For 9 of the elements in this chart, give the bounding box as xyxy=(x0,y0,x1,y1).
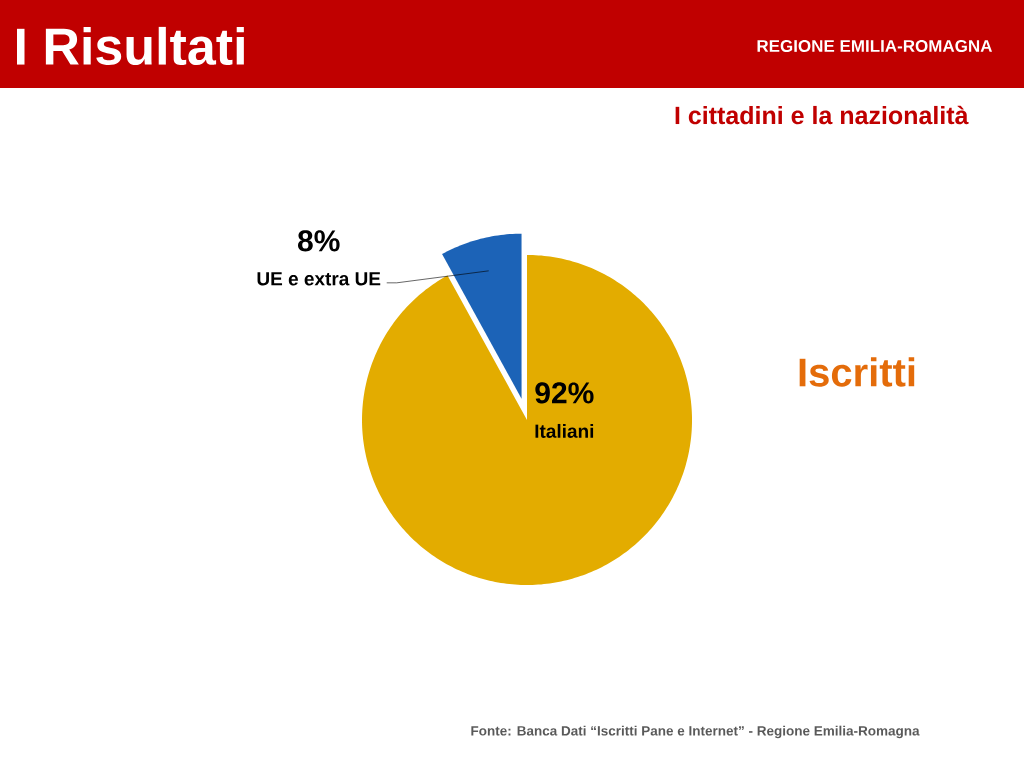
source-note: Fonte: Banca Dati “Iscritti Pane e Internet” - Regione Emilia-Romagna xyxy=(471,725,920,739)
slice-label: UE e extra UE xyxy=(257,272,381,286)
text: REGIONE EMILIA-ROMAGNA xyxy=(757,39,993,53)
chart-title: I Risultati xyxy=(17,26,244,66)
text: Iscritti xyxy=(799,357,915,387)
data-label: 92% xyxy=(535,382,594,404)
text: I cittadini e la nazionalità xyxy=(675,105,969,125)
slice-label: Italiani xyxy=(535,423,594,438)
data-label: 8% xyxy=(297,230,340,252)
